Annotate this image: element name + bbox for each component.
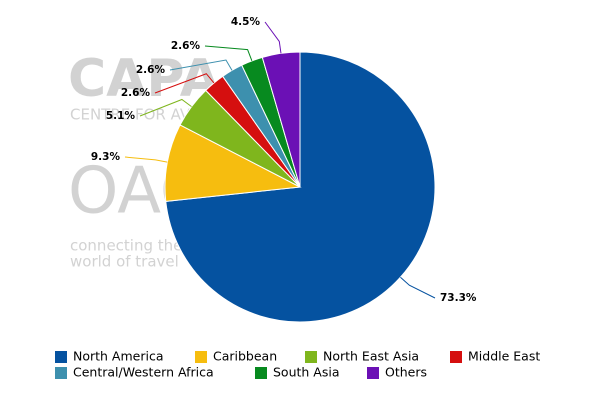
data-label: 9.3% [91, 151, 121, 163]
leader-line [264, 21, 282, 54]
leader-line [169, 59, 233, 71]
legend-swatch [305, 351, 317, 363]
data-label: 73.3% [440, 292, 477, 304]
legend-swatch [367, 367, 379, 379]
pie-slice [164, 124, 302, 202]
data-label: 2.6% [171, 40, 201, 52]
watermark-text: world of travel [70, 253, 179, 271]
leader-line [400, 276, 436, 299]
leader-line [154, 73, 215, 94]
legend-swatch [450, 351, 462, 363]
data-label: 5.1% [106, 110, 136, 122]
legend-label: Middle East [468, 349, 540, 364]
leader-line [204, 45, 253, 62]
legend-swatch [255, 367, 267, 379]
leader-line [139, 98, 192, 117]
legend-swatch [195, 351, 207, 363]
legend-label: Caribbean [213, 349, 277, 364]
data-label: 2.6% [136, 64, 166, 76]
legend-swatch [55, 367, 67, 379]
data-label: 4.5% [231, 16, 261, 28]
legend-label: North America [73, 349, 164, 364]
leader-line [124, 156, 168, 163]
watermark-text: connecting the [70, 237, 182, 255]
legend-label: South Asia [273, 365, 340, 380]
legend-label: Central/Western Africa [73, 365, 214, 380]
legend-swatch [55, 351, 67, 363]
legend-label: North East Asia [323, 349, 419, 364]
legend-label: Others [385, 365, 427, 380]
watermark-text: CAPA [68, 49, 220, 109]
data-label: 2.6% [121, 87, 151, 99]
